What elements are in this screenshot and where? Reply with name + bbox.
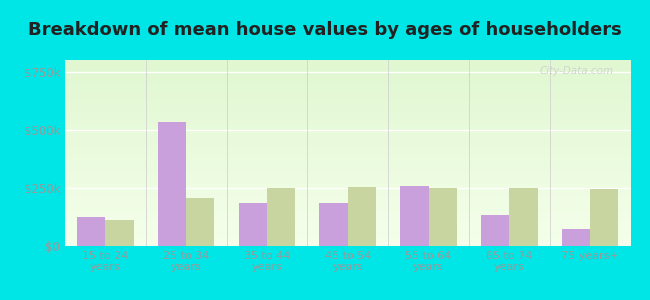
- Bar: [481, 215, 510, 246]
- Bar: [400, 186, 428, 246]
- Bar: [186, 198, 214, 246]
- Bar: [105, 220, 134, 246]
- Bar: [77, 217, 105, 246]
- Bar: [562, 229, 590, 246]
- Bar: [320, 203, 348, 246]
- Bar: [590, 189, 618, 246]
- Bar: [428, 188, 457, 246]
- Bar: [158, 122, 186, 246]
- Text: City-Data.com: City-Data.com: [540, 66, 614, 76]
- Bar: [348, 187, 376, 246]
- Bar: [239, 203, 267, 246]
- Bar: [510, 188, 538, 246]
- Text: Breakdown of mean house values by ages of householders: Breakdown of mean house values by ages o…: [28, 21, 622, 39]
- Bar: [267, 188, 295, 246]
